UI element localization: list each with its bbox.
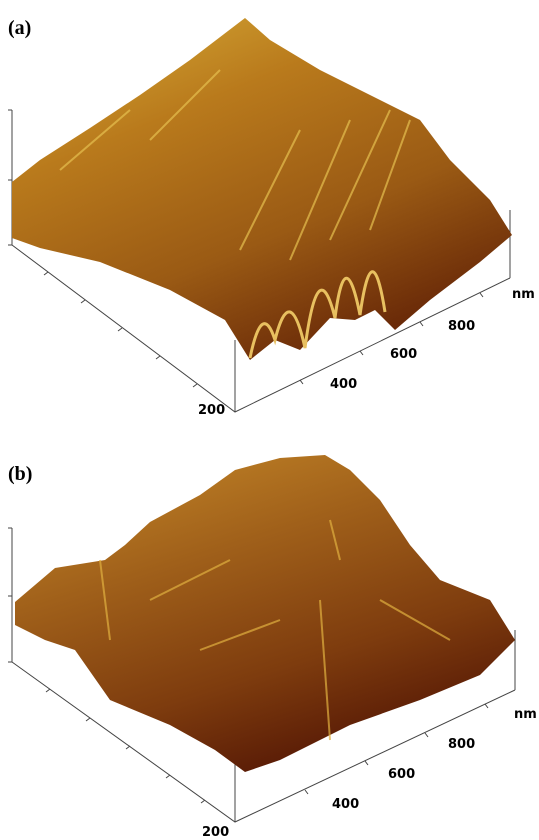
panel-label: (a) — [8, 17, 31, 39]
surface — [12, 18, 512, 360]
tick-label: 800 — [448, 737, 475, 752]
tick-label: 600 — [390, 347, 417, 362]
panel-a: (a) 200 400 600 800 nm — [8, 17, 535, 418]
tick-label: 600 — [388, 767, 415, 782]
panel-label: (b) — [8, 463, 32, 485]
tick-label: 800 — [448, 319, 475, 334]
panel-b: (b) 200 400 600 800 nm — [8, 455, 537, 840]
tick-label: 400 — [332, 797, 359, 812]
unit-label: nm — [514, 707, 537, 722]
figure: (a) 200 400 600 800 nm (b) 200 400 600 8… — [0, 0, 539, 840]
unit-label: nm — [512, 287, 535, 302]
tick-label: 400 — [330, 377, 357, 392]
tick-label: 200 — [202, 825, 229, 840]
tick-label: 200 — [198, 403, 225, 418]
surface — [15, 455, 515, 772]
